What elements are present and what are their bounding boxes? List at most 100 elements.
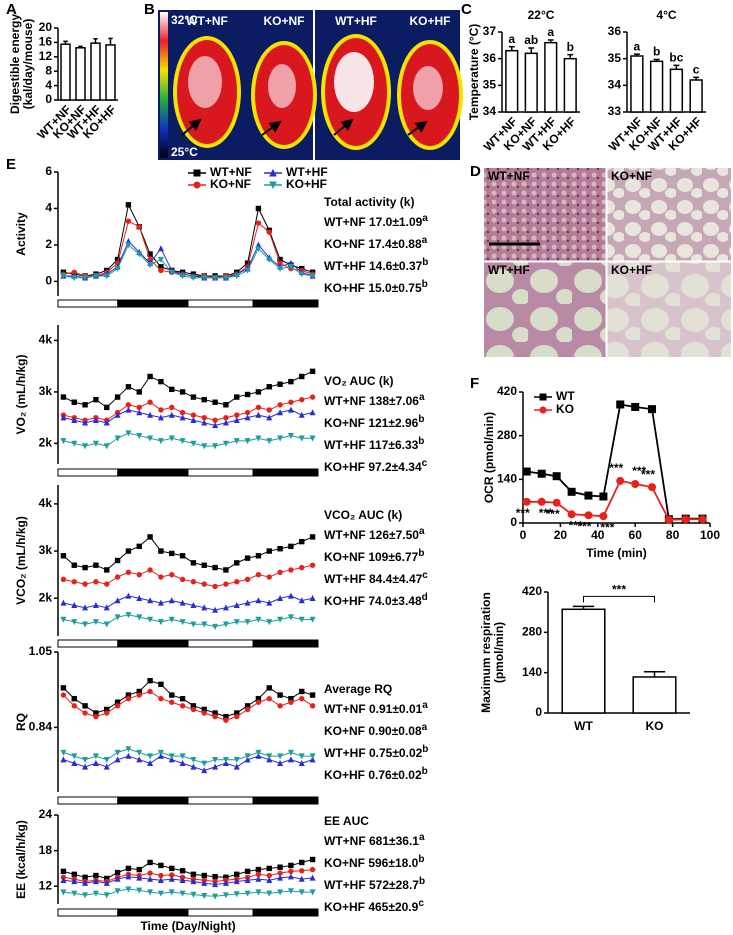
marker <box>201 275 208 282</box>
stats-line: KO+NF 0.90±0.08a <box>324 722 428 739</box>
marker <box>158 267 164 274</box>
marker <box>125 886 132 893</box>
day-bar <box>187 796 254 805</box>
stats-value: KO+NF 121±2.96 <box>324 416 419 430</box>
marker <box>103 756 110 764</box>
marker <box>266 865 272 872</box>
marker <box>179 753 186 760</box>
marker <box>266 384 272 390</box>
night-bar <box>252 299 319 308</box>
marker <box>567 510 576 519</box>
y-tick-label: 24 <box>39 807 53 821</box>
marker <box>168 269 175 276</box>
marker <box>147 399 153 405</box>
marker <box>82 703 88 709</box>
marker <box>255 220 262 226</box>
marker <box>114 435 121 442</box>
marker <box>201 604 208 611</box>
marker <box>71 602 78 609</box>
marker <box>179 389 186 395</box>
marker <box>631 480 640 489</box>
marker <box>299 859 305 866</box>
marker <box>201 581 207 587</box>
marker <box>298 753 305 760</box>
marker <box>309 856 316 863</box>
day-bar <box>57 639 119 648</box>
stats-value: KO+NF 109±6.77 <box>324 550 419 564</box>
bar <box>563 57 577 113</box>
marker <box>288 543 294 550</box>
y-tick-label: 37 <box>483 24 497 38</box>
marker <box>287 614 294 621</box>
bar <box>60 43 71 101</box>
x-tick-label: WT <box>574 719 593 733</box>
marker <box>179 703 186 709</box>
y-tick-label: 4 <box>45 201 52 215</box>
marker <box>136 866 142 873</box>
marker <box>212 564 218 571</box>
panel-label: E <box>6 156 16 173</box>
stats-line: WT+HF 84.4±4.47c <box>324 570 428 587</box>
marker <box>309 273 316 280</box>
marker <box>168 411 175 418</box>
marker <box>136 887 143 894</box>
marker <box>168 597 175 604</box>
thermal-panel: 32°C 25°C WT+NF KO+NF WT+HF KO+HF <box>158 10 463 160</box>
series-line <box>63 869 313 882</box>
marker <box>223 717 229 723</box>
marker <box>169 692 175 698</box>
stats-letter: a <box>422 235 428 246</box>
marker <box>71 871 77 878</box>
marker <box>299 538 305 545</box>
x-tick-label: 40 <box>591 528 605 542</box>
marker <box>190 763 197 770</box>
y-tick-label: 18 <box>39 843 53 857</box>
marker <box>60 756 67 763</box>
marker <box>82 402 88 408</box>
marker <box>104 581 110 587</box>
marker <box>201 710 207 716</box>
marker <box>664 515 673 524</box>
marker <box>244 414 251 421</box>
marker <box>147 411 154 418</box>
marker <box>71 878 78 885</box>
marker <box>299 396 305 403</box>
marker <box>136 404 142 411</box>
marker <box>147 616 154 623</box>
marker <box>147 262 154 269</box>
marker <box>93 396 99 403</box>
y-tick-label: 2k <box>39 436 53 450</box>
series-line <box>63 690 313 721</box>
marker <box>288 868 294 875</box>
stats-value: WT+NF 0.91±0.01 <box>324 702 423 716</box>
stats-value: KO+NF 17.4±0.88 <box>324 237 422 251</box>
marker <box>244 599 251 606</box>
marker <box>136 692 142 698</box>
marker <box>179 695 186 702</box>
marker <box>233 619 240 626</box>
bar <box>561 608 606 714</box>
marker <box>60 438 67 445</box>
error-bar <box>633 53 640 56</box>
marker <box>179 890 186 897</box>
marker <box>179 438 186 445</box>
marker <box>60 599 67 606</box>
marker <box>60 394 67 400</box>
marker <box>277 381 283 387</box>
bar <box>632 676 677 714</box>
marker <box>277 864 283 870</box>
marker <box>233 756 240 764</box>
scale-max: 32°C <box>171 13 198 27</box>
y-tick-label: 33 <box>608 104 622 118</box>
marker <box>136 594 143 601</box>
marker <box>309 435 316 442</box>
stats-value: WT+NF 138±7.06 <box>324 394 419 408</box>
marker <box>277 546 283 552</box>
marker <box>92 602 99 609</box>
x-tick-label: 60 <box>629 528 643 542</box>
marker <box>114 756 121 763</box>
stats-letter: a <box>422 213 428 224</box>
marker <box>125 430 132 437</box>
y-tick-label: 140 <box>522 665 542 679</box>
marker <box>309 866 316 873</box>
